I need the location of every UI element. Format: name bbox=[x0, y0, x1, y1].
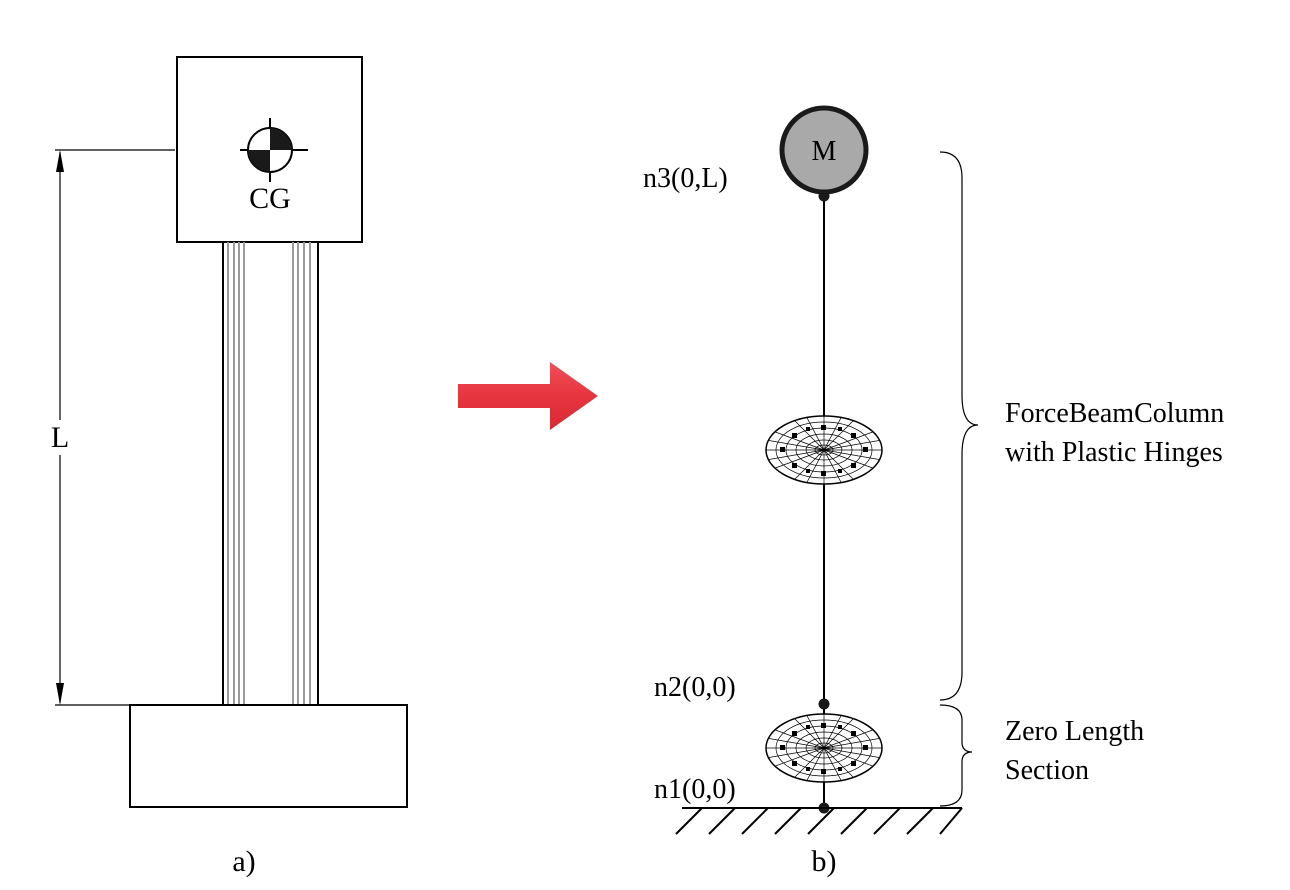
center-of-gravity-icon bbox=[240, 118, 308, 182]
node-n3-label: n3(0,L) bbox=[643, 163, 728, 194]
column bbox=[222, 242, 319, 705]
zero-length-brace bbox=[939, 704, 973, 807]
caption-a: a) bbox=[232, 845, 255, 878]
fiber-section-zero-length bbox=[765, 713, 883, 783]
cg-label: CG bbox=[249, 182, 291, 215]
foundation-block bbox=[129, 704, 408, 808]
transform-arrow-icon bbox=[458, 362, 598, 430]
node-n3-marker bbox=[818, 190, 830, 202]
caption-b: b) bbox=[812, 845, 837, 878]
node-n2-marker bbox=[818, 698, 830, 710]
element-brace bbox=[939, 151, 979, 701]
node-n1-label: n1(0,0) bbox=[654, 774, 736, 805]
length-label: L bbox=[51, 421, 69, 454]
rebar-left bbox=[227, 242, 245, 705]
panel-a: CG bbox=[51, 56, 408, 878]
mass-label: M bbox=[812, 136, 837, 167]
fiber-section-hinge-top bbox=[765, 415, 883, 485]
node-n2-label: n2(0,0) bbox=[654, 672, 736, 703]
element-label-line1: ForceBeamColumn bbox=[1005, 398, 1224, 429]
panel-b: M bbox=[643, 105, 1224, 878]
length-dimension bbox=[55, 149, 175, 706]
element-label-line2: with Plastic Hinges bbox=[1005, 437, 1223, 468]
zero-length-label-line1: Zero Length bbox=[1005, 716, 1144, 747]
zero-length-label-line2: Section bbox=[1005, 755, 1089, 786]
rebar-right bbox=[292, 242, 311, 705]
fixed-support-ground bbox=[675, 807, 963, 835]
